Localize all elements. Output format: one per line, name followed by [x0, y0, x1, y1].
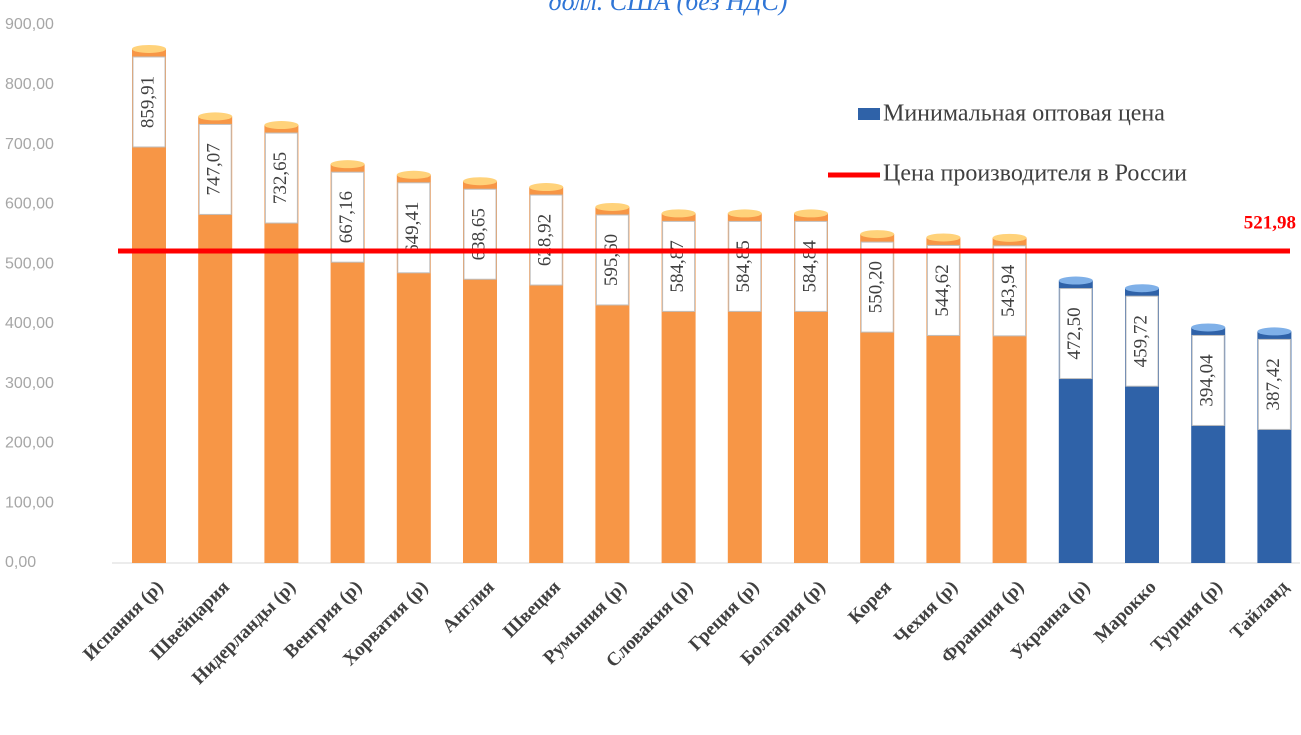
value-label: 550,20: [866, 261, 887, 313]
value-label-box: [993, 245, 1027, 337]
x-tick-label: Тайланд: [1226, 577, 1293, 644]
chart-title: долл. США (без НДС): [549, 0, 788, 16]
value-label: 472,50: [1064, 307, 1085, 359]
value-label-box: [331, 171, 365, 263]
x-tick-label: Англия: [438, 577, 498, 637]
value-label-box: [860, 241, 894, 333]
bar-cap: [330, 160, 365, 169]
bar-cap: [264, 121, 299, 130]
bar-cap: [727, 209, 762, 218]
value-label-box: [1257, 338, 1291, 430]
bar-cap: [529, 183, 564, 192]
value-label-box: [1191, 334, 1225, 426]
y-tick-label: 600,00: [5, 196, 54, 213]
value-label-box: [198, 123, 232, 215]
value-label: 667,16: [336, 191, 357, 243]
bar-cap: [926, 233, 961, 242]
value-label: 732,65: [270, 152, 291, 204]
bar-cap: [661, 209, 696, 218]
reference-label: 521,98: [1244, 212, 1296, 233]
value-label: 859,91: [137, 76, 158, 128]
x-tick-label: Корея: [844, 577, 895, 628]
value-label-box: [728, 220, 762, 312]
bar-cap: [1257, 327, 1292, 336]
x-tick-label: Марокко: [1090, 577, 1160, 647]
value-label: 595,60: [601, 234, 622, 286]
legend-swatch: [858, 108, 880, 120]
y-tick-label: 200,00: [5, 435, 54, 452]
value-label: 544,62: [932, 264, 953, 316]
bar-cap: [396, 170, 431, 179]
y-tick-label: 0,00: [5, 554, 36, 571]
bar-cap: [1058, 276, 1093, 285]
bar-cap: [992, 233, 1027, 242]
value-label: 543,94: [998, 264, 1019, 317]
value-label: 459,72: [1130, 315, 1151, 367]
value-label: 638,65: [468, 208, 489, 260]
y-tick-label: 500,00: [5, 255, 54, 272]
value-label-box: [595, 214, 629, 306]
value-label-box: [794, 220, 828, 312]
value-label: 584,87: [667, 240, 688, 292]
x-tick-label: Турция (р): [1147, 577, 1227, 657]
y-tick-label: 700,00: [5, 136, 54, 153]
value-label: 584,84: [799, 240, 820, 293]
bar-cap: [1191, 323, 1226, 332]
value-label-box: [132, 56, 166, 148]
value-label: 628,92: [535, 214, 556, 266]
y-tick-label: 300,00: [5, 375, 54, 392]
y-tick-label: 400,00: [5, 315, 54, 332]
value-label: 584,85: [733, 240, 754, 292]
legend-label: Цена производителя в России: [883, 161, 1187, 187]
value-label-box: [1125, 295, 1159, 387]
y-tick-label: 800,00: [5, 76, 54, 93]
bar-cap: [860, 230, 895, 239]
legend-label: Минимальная оптовая цена: [883, 101, 1165, 127]
bar-cap: [198, 112, 233, 121]
bar-cap: [595, 202, 630, 211]
value-label-box: [529, 194, 563, 286]
value-label: 747,07: [204, 143, 225, 195]
bar-cap: [463, 177, 497, 186]
value-label-box: [463, 188, 497, 280]
bar-cap: [132, 44, 166, 53]
bar-cap: [794, 209, 828, 218]
value-label-box: [926, 244, 960, 336]
y-tick-label: 900,00: [5, 16, 54, 33]
value-label-box: [264, 132, 298, 224]
value-label: 649,41: [402, 202, 423, 254]
value-label: 394,04: [1197, 354, 1218, 407]
bar-cap: [1125, 284, 1159, 293]
x-tick-label: Швеция: [499, 577, 565, 643]
value-label: 387,42: [1263, 358, 1284, 410]
value-label-box: [397, 182, 431, 274]
value-label-box: [1059, 288, 1093, 380]
value-label-box: [662, 220, 696, 312]
y-tick-label: 100,00: [5, 494, 54, 511]
